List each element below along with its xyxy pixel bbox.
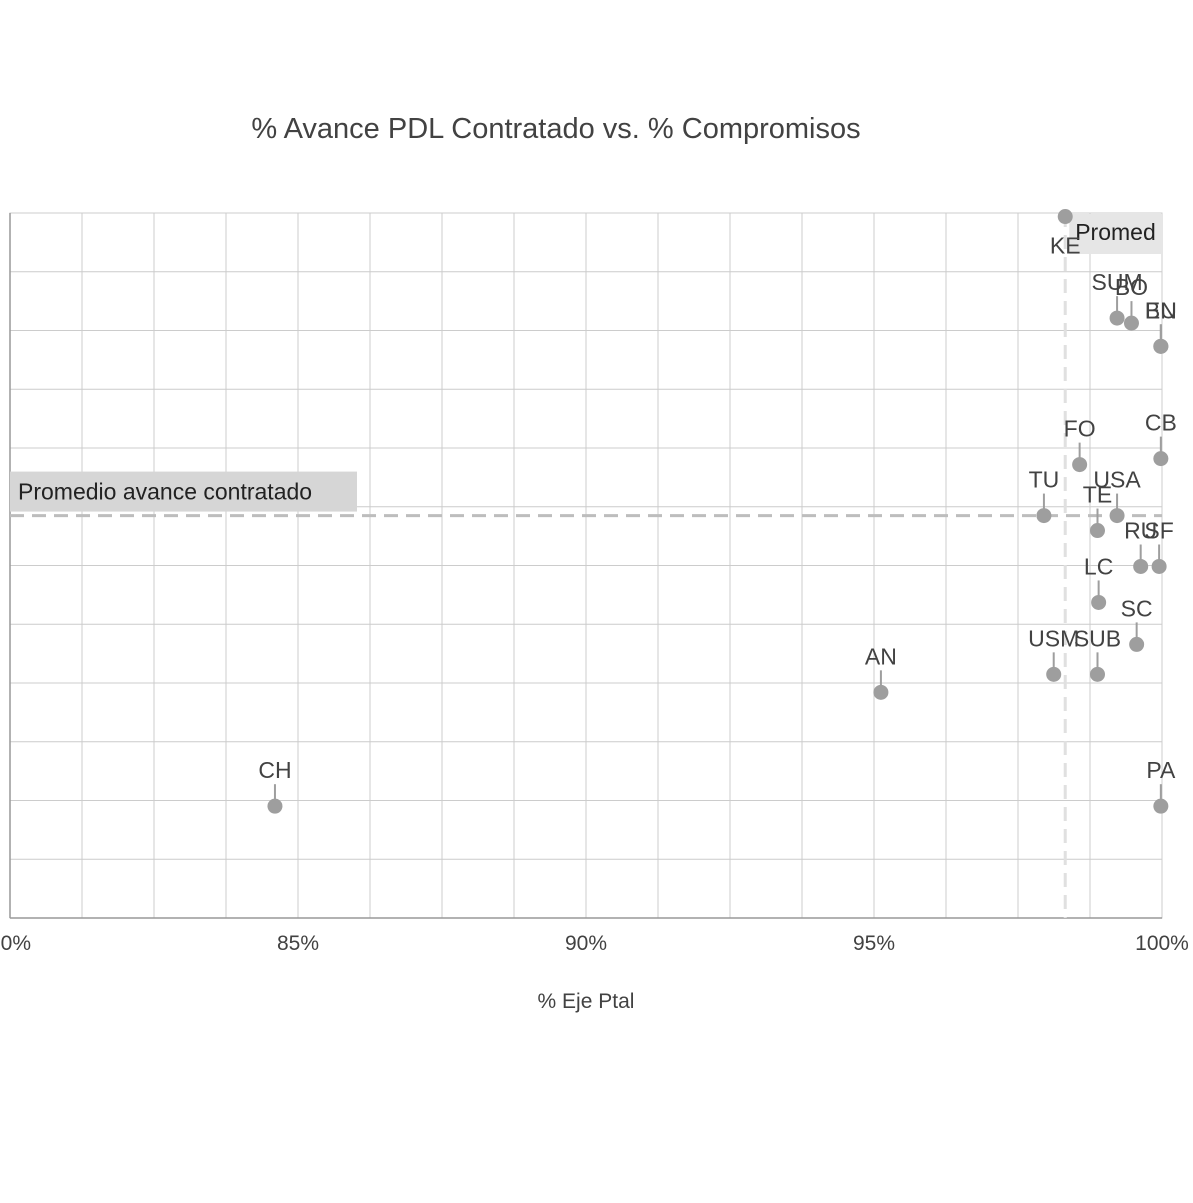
- chart-title: % Avance PDL Contratado vs. % Compromiso…: [251, 113, 860, 145]
- avg-vertical-label-bg: [1069, 214, 1162, 254]
- avg-vertical-label: Promed: [1075, 219, 1156, 245]
- point-label: TE: [1083, 482, 1112, 508]
- scatter-point-ke: KE: [1050, 209, 1081, 259]
- scatter-point: [1057, 209, 1073, 225]
- x-tick-label: 95%: [853, 932, 895, 955]
- scatter-point: [1091, 594, 1107, 610]
- point-label: BU: [1145, 297, 1177, 323]
- scatter-point-pa: PA: [1146, 757, 1176, 814]
- scatter-point-ru: RU: [1124, 517, 1157, 574]
- scatter-point: [1046, 666, 1062, 682]
- point-label: KE: [1050, 233, 1081, 259]
- point-label: BO: [1115, 274, 1148, 300]
- point-label: SUM: [1092, 269, 1143, 295]
- scatter-point-lc: LC: [1084, 553, 1113, 610]
- point-label: EN: [1145, 297, 1177, 323]
- scatter-point-sub: SUB: [1074, 625, 1121, 682]
- scatter-point: [1133, 558, 1149, 574]
- scatter-point-cb: CB: [1145, 410, 1177, 467]
- scatter-point: [1151, 558, 1167, 574]
- scatter-point: [1036, 508, 1052, 524]
- scatter-point: [1089, 666, 1105, 682]
- scatter-point-fo: FO: [1064, 416, 1096, 473]
- scatter-point: [1153, 798, 1169, 814]
- x-tick-label: 80%: [0, 932, 31, 955]
- avg-horizontal-label: Promedio avance contratado: [18, 479, 312, 505]
- scatter-point: [873, 684, 889, 700]
- scatter-point-bu: BU: [1145, 297, 1177, 354]
- point-label: AN: [865, 643, 897, 669]
- scatter-point-usm: USM: [1028, 625, 1079, 682]
- point-label: LC: [1084, 553, 1113, 579]
- reference-lines: Promed Promedio avance contratado: [10, 213, 1162, 918]
- point-label: USM: [1028, 625, 1079, 651]
- point-label: SUB: [1074, 625, 1121, 651]
- scatter-point: [1072, 457, 1088, 473]
- x-axis-ticks: 80% 85% 90% 95% 100%: [0, 932, 1189, 955]
- scatter-point-sum: SUM: [1092, 269, 1143, 326]
- scatter-point-ch: CH: [258, 757, 292, 814]
- scatter-point-te: TE: [1083, 482, 1112, 539]
- x-tick-label: 85%: [277, 932, 319, 955]
- scatter-point-an: AN: [865, 643, 897, 700]
- point-label: CH: [258, 757, 291, 783]
- scatter-point-usa: USA: [1093, 467, 1141, 524]
- point-label: CB: [1145, 410, 1177, 436]
- point-label: FO: [1064, 416, 1096, 442]
- scatter-point: [1123, 315, 1139, 331]
- point-label: USA: [1093, 467, 1141, 493]
- point-label: SC: [1121, 595, 1153, 621]
- scatter-point: [1129, 636, 1145, 652]
- avg-horizontal-label-bg: [10, 471, 357, 512]
- point-label: TU: [1029, 467, 1060, 493]
- scatter-point: [1089, 523, 1105, 539]
- point-label: RU: [1124, 517, 1157, 543]
- x-tick-label: 90%: [565, 932, 607, 955]
- scatter-point-sf: SF: [1144, 517, 1174, 574]
- scatter-point: [1153, 338, 1169, 354]
- scatter-point: [1109, 508, 1125, 524]
- grid: [9, 212, 1163, 919]
- x-axis-title: % Eje Ptal: [538, 990, 635, 1013]
- x-tick-label: 100%: [1135, 932, 1189, 955]
- point-label: PA: [1146, 757, 1176, 783]
- scatter-point: [1153, 451, 1169, 467]
- scatter-point-bo: BO: [1115, 274, 1148, 331]
- scatter-point: [267, 798, 283, 814]
- point-label: SF: [1144, 517, 1173, 543]
- scatter-point-tu: TU: [1029, 467, 1060, 524]
- scatter-point-sc: SC: [1121, 595, 1153, 652]
- scatter-point: [1109, 310, 1125, 326]
